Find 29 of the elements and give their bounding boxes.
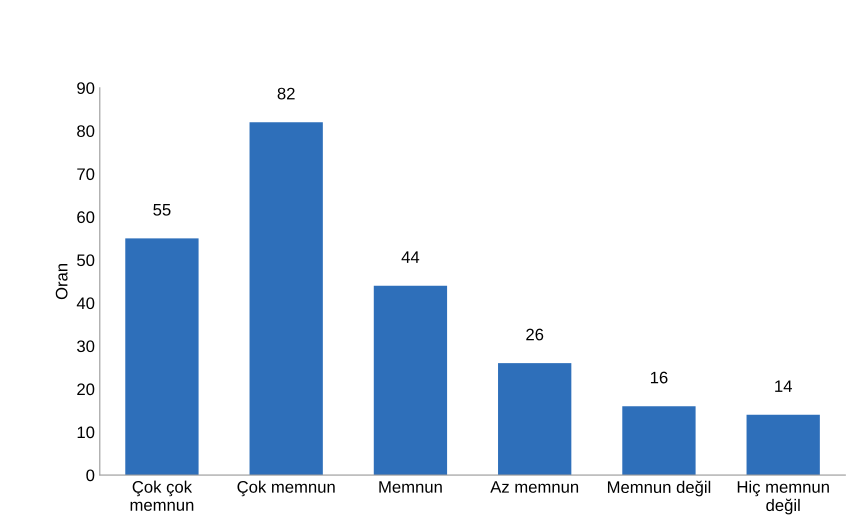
x-tick-label: Memnun bbox=[379, 481, 442, 493]
x-tick-label: Az memnun bbox=[490, 481, 578, 493]
y-tick-label: 0 bbox=[86, 469, 94, 482]
bar bbox=[125, 238, 199, 476]
bar bbox=[622, 406, 696, 476]
bar bbox=[498, 363, 572, 476]
x-tick-label: Çok memnun bbox=[237, 480, 335, 496]
bar bbox=[374, 286, 448, 476]
bar bbox=[746, 414, 820, 476]
data-label: 55 bbox=[153, 204, 170, 216]
data-label: 26 bbox=[526, 328, 544, 340]
y-tick-label: 30 bbox=[77, 340, 94, 352]
y-tick-label: 90 bbox=[77, 82, 94, 94]
y-tick-label: 50 bbox=[77, 254, 94, 266]
data-label: 82 bbox=[278, 88, 295, 100]
data-label: 14 bbox=[775, 380, 792, 392]
x-tick-label: Çok çok memnun bbox=[130, 480, 194, 511]
bar bbox=[250, 122, 323, 476]
y-tick-label: 40 bbox=[76, 297, 94, 310]
x-tick-label: Memnun değil bbox=[608, 480, 710, 496]
y-tick-label: 70 bbox=[77, 168, 94, 180]
x-tick-label: Hiç memnun değil bbox=[738, 480, 829, 514]
y-tick-label: 80 bbox=[77, 125, 94, 138]
data-label: 16 bbox=[650, 372, 668, 384]
y-axis-title: Oran bbox=[56, 264, 68, 300]
y-tick-label: 20 bbox=[77, 383, 94, 396]
data-label: 44 bbox=[402, 251, 420, 263]
y-tick-label: 10 bbox=[78, 426, 94, 438]
y-tick-label: 60 bbox=[77, 211, 94, 224]
